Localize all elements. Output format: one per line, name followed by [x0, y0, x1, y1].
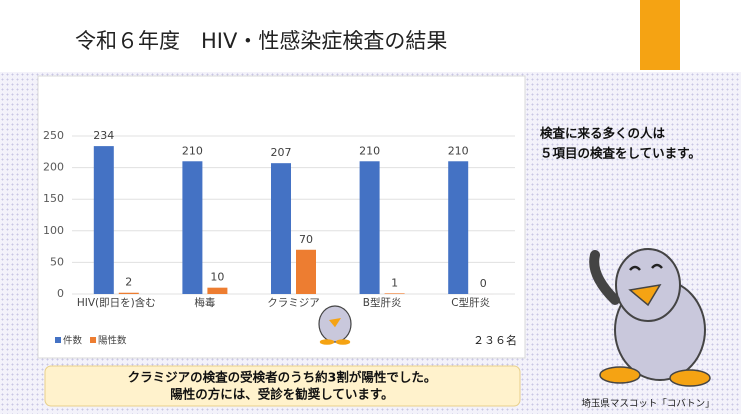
data-label: 210 — [448, 144, 469, 157]
data-label: 70 — [299, 233, 313, 246]
x-tick-label: C型肝炎 — [451, 296, 490, 309]
note-text: 陽性の方には、受診を勧奨しています。 — [170, 387, 393, 402]
accent-bar — [640, 0, 680, 70]
annotation: ２３６名 — [473, 333, 517, 347]
bar — [93, 146, 114, 294]
legend-swatch — [90, 337, 97, 343]
bar — [182, 161, 203, 294]
header-band — [0, 0, 741, 72]
bar — [359, 161, 380, 294]
mascot — [318, 248, 711, 387]
data-label: 1 — [391, 276, 398, 289]
bar — [271, 163, 291, 294]
x-tick-label: 梅毒 — [194, 296, 215, 309]
data-label: 2 — [125, 276, 132, 289]
x-tick-label: クラミジア — [267, 297, 320, 309]
bar — [296, 249, 316, 294]
legend-swatch — [55, 337, 61, 343]
y-tick-label: 0 — [57, 287, 64, 300]
mascot-caption: 埼玉県マスコット「コバトン」 — [581, 398, 714, 410]
callout-text: 検査に来る多くの人は — [540, 126, 666, 141]
note-text: クラミジアの検査の受検者のうち約3割が陽性でした。 — [128, 370, 437, 385]
x-tick-label: B型肝炎 — [363, 296, 402, 309]
slide-title: 令和６年度 HIV・性感染症検査の結果 — [75, 29, 447, 53]
legend-label: 件数 — [63, 335, 83, 347]
y-tick-label: 100 — [43, 224, 64, 237]
note-box — [44, 365, 521, 407]
data-label: 0 — [480, 277, 487, 290]
data-label: 207 — [271, 146, 292, 159]
data-label: 234 — [93, 129, 114, 142]
y-tick-label: 150 — [43, 192, 64, 205]
x-tick-label: HIV(即日を)含む — [77, 296, 156, 309]
chart-frame — [37, 75, 526, 359]
bar — [207, 287, 228, 294]
y-tick-label: 200 — [43, 161, 64, 174]
bar — [384, 293, 405, 294]
bar — [118, 292, 139, 294]
y-tick-label: 50 — [50, 255, 64, 268]
y-tick-label: 250 — [43, 129, 64, 142]
data-label: 210 — [182, 144, 203, 157]
callout-text: ５項目の検査をしています。 — [540, 146, 701, 161]
legend-label: 陽性数 — [98, 335, 127, 347]
bar — [448, 161, 469, 294]
data-label: 210 — [359, 144, 380, 157]
data-label: 10 — [210, 271, 224, 284]
